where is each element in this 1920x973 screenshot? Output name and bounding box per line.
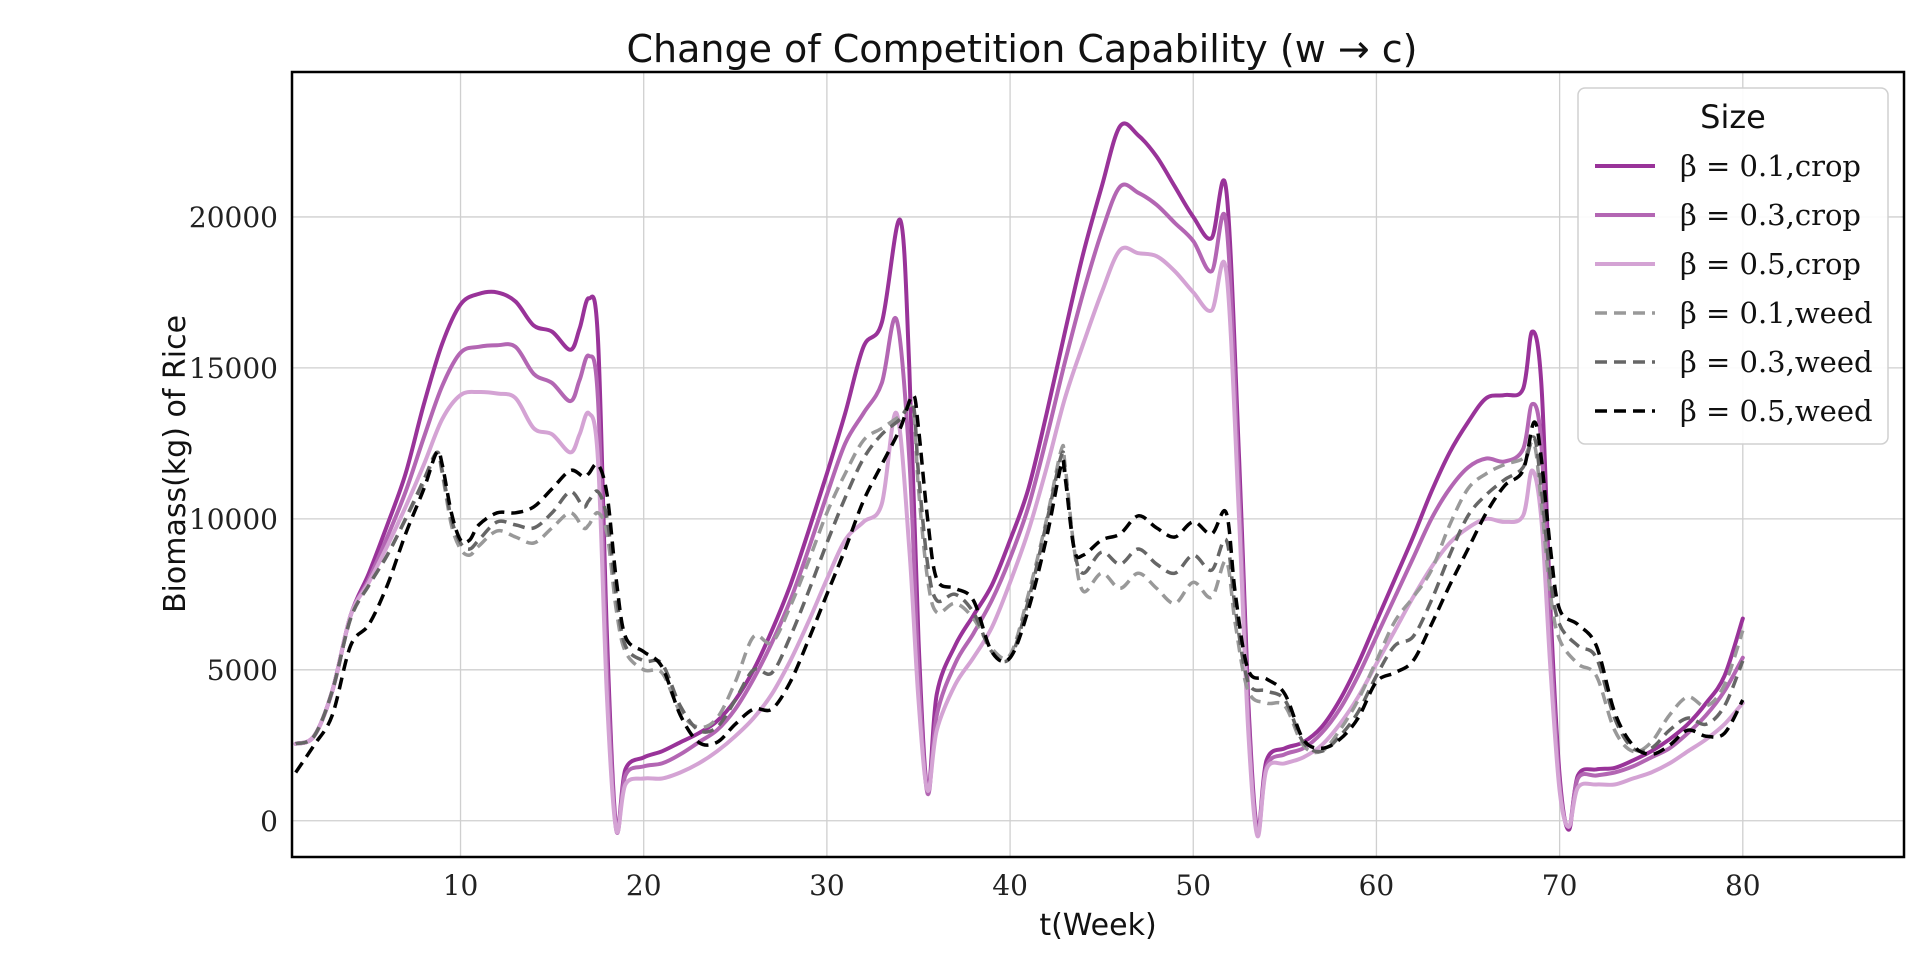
legend-label: β = 0.5,crop (1680, 247, 1861, 281)
x-tick-label: 40 (992, 869, 1028, 902)
y-tick-label: 5000 (207, 654, 278, 687)
series-lines (293, 121, 1745, 838)
y-tick-label: 20000 (189, 201, 278, 234)
legend-label: β = 0.5,weed (1680, 394, 1873, 428)
series-line-4 (295, 403, 1745, 755)
series-line-5 (295, 400, 1745, 754)
series-line-6 (294, 393, 1745, 774)
legend: Size β = 0.1,crop β = 0.3,crop β = 0.5,cro… (1577, 87, 1889, 445)
legend-label: β = 0.1,weed (1680, 296, 1873, 330)
legend-label: β = 0.1,crop (1680, 149, 1861, 183)
x-axis-ticks: 10 20 30 40 50 60 70 80 (443, 869, 1761, 902)
legend-items: β = 0.1,crop β = 0.3,crop β = 0.5,crop β = … (1595, 149, 1873, 428)
plot-frame (290, 70, 1906, 859)
series-line-2 (293, 182, 1745, 836)
x-tick-label: 80 (1725, 869, 1761, 902)
x-tick-label: 60 (1359, 869, 1395, 902)
chart-title: Change of Competition Capability (w → c) (626, 27, 1417, 71)
x-tick-label: 70 (1542, 869, 1578, 902)
y-axis-ticks: 0 5000 10000 15000 20000 (189, 201, 278, 838)
series-line-1 (293, 121, 1745, 833)
y-axis-label: Biomass(kg) of Rice (158, 315, 193, 613)
x-tick-label: 10 (443, 869, 479, 902)
x-tick-label: 50 (1175, 869, 1211, 902)
y-tick-label: 15000 (189, 352, 278, 385)
y-tick-label: 0 (260, 805, 278, 838)
x-tick-label: 30 (809, 869, 845, 902)
legend-box (1577, 87, 1889, 445)
legend-title: Size (1700, 98, 1766, 136)
legend-label: β = 0.3,weed (1680, 345, 1873, 379)
legend-label: β = 0.3,crop (1680, 198, 1861, 232)
x-tick-label: 20 (626, 869, 662, 902)
y-tick-label: 10000 (189, 503, 278, 536)
x-axis-label: t(Week) (1039, 908, 1156, 943)
series-line-3 (293, 245, 1745, 838)
